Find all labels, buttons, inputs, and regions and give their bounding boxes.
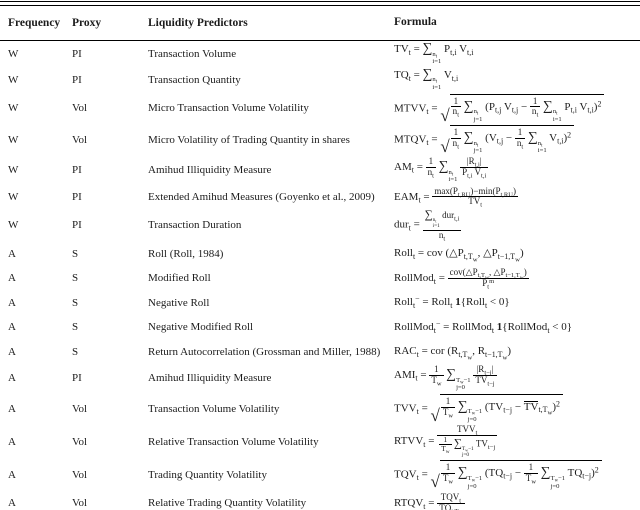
cell-proxy: Vol bbox=[72, 469, 88, 482]
cell-frequency: A bbox=[8, 345, 16, 358]
header-rule bbox=[0, 40, 640, 41]
cell-liquidity-predictor: Extended Amihud Measures (Goyenko et al.… bbox=[148, 190, 375, 203]
cell-proxy: PI bbox=[72, 47, 82, 60]
table-row: A Vol Trading Quantity Volatility TQVt =… bbox=[0, 459, 640, 491]
cell-formula: RACt = cor (Rt,Tw, Rt−1,Tw) bbox=[394, 345, 511, 362]
cell-formula: AMIt = 1 Tw ∑ Tw−1 j=0 |Rt−j| TVt−j bbox=[394, 364, 497, 392]
table-row: A S Modified Roll RollModt = cov(△Pt,Tw,… bbox=[0, 266, 640, 291]
cell-frequency: A bbox=[8, 272, 16, 285]
cell-formula: Rollt = cov (△Pt,Tw, △Pt−1,Tw) bbox=[394, 247, 524, 264]
cell-frequency: A bbox=[8, 469, 16, 482]
cell-liquidity-predictor: Amihud Illiquidity Measure bbox=[148, 164, 272, 177]
column-header-proxy: Proxy bbox=[72, 17, 102, 29]
cell-proxy: S bbox=[72, 296, 79, 309]
table-row: A Vol Transaction Volume Volatility TVVt… bbox=[0, 393, 640, 425]
cell-formula: RollModt = cov(△Pt,Tw, △Pt−1,Tw) Ptm bbox=[394, 266, 529, 291]
cell-frequency: W bbox=[8, 190, 19, 203]
cell-frequency: A bbox=[8, 402, 16, 415]
cell-proxy: S bbox=[72, 321, 79, 334]
table-row: A Vol Relative Trading Quantity Volatili… bbox=[0, 491, 640, 510]
column-header-formula: Formula bbox=[394, 16, 437, 29]
cell-frequency: A bbox=[8, 435, 16, 448]
cell-proxy: S bbox=[72, 272, 79, 285]
cell-formula: TVt = ∑ nt i=1 Pt,i Vt,i bbox=[394, 40, 474, 66]
table-row: A S Roll (Roll, 1984) Rollt = cov (△Pt,T… bbox=[0, 242, 640, 267]
cell-formula: AMt = 1 nt ∑ nt i=1 |Rt,i| Pt,i Vt,i bbox=[394, 156, 489, 184]
cell-formula: durt = ∑ nt i=1 durt,i nt bbox=[394, 209, 462, 242]
table-row: W Vol Micro Volatility of Trading Quanti… bbox=[0, 124, 640, 156]
cell-liquidity-predictor: Roll (Roll, 1984) bbox=[148, 247, 224, 260]
cell-proxy: PI bbox=[72, 219, 82, 232]
column-header-liquidity-predictors: Liquidity Predictors bbox=[148, 17, 248, 29]
cell-frequency: W bbox=[8, 219, 19, 232]
cell-proxy: PI bbox=[72, 73, 82, 86]
cell-formula: TQVt = √ 1 Tw ∑ Tw−1 j=0 (TQt−j − 1 Tw ∑ Tw−1 j… bbox=[394, 460, 640, 490]
table-row: A Vol Relative Transaction Volume Volati… bbox=[0, 424, 640, 459]
cell-proxy: Vol bbox=[72, 134, 88, 147]
cell-formula: TQt = ∑ nt i=1 Vt,i bbox=[394, 65, 459, 91]
cell-liquidity-predictor: Modified Roll bbox=[148, 272, 211, 285]
cell-formula: EAMt = max(Pt,RU)−min(Pt,RU) TVt bbox=[394, 185, 518, 209]
cell-formula: RTQVt = TQVtTQt,Tw bbox=[394, 492, 640, 510]
cell-liquidity-predictor: Return Autocorrelation (Grossman and Mil… bbox=[148, 345, 381, 358]
cell-frequency: A bbox=[8, 497, 16, 510]
cell-proxy: Vol bbox=[72, 497, 88, 510]
cell-proxy: PI bbox=[72, 372, 82, 385]
cell-formula: TVVt = √ 1 Tw ∑ Tw−1 j=0 (TVt−j − TVt,Tw)2 bbox=[394, 393, 640, 424]
cell-frequency: W bbox=[8, 47, 19, 60]
cell-liquidity-predictor: Transaction Quantity bbox=[148, 73, 241, 86]
cell-formula: MTQVt = √ 1 nt ∑ nt j=1 (Vt,j − 1 nt ∑ nt i=1 V… bbox=[394, 125, 640, 155]
table-row: A S Return Autocorrelation (Grossman and… bbox=[0, 340, 640, 365]
cell-proxy: Vol bbox=[72, 435, 88, 448]
cell-frequency: A bbox=[8, 296, 16, 309]
cell-proxy: PI bbox=[72, 164, 82, 177]
table-row: W PI Transaction Duration durt = ∑ nt i=1 … bbox=[0, 209, 640, 242]
top-double-rule bbox=[0, 1, 640, 6]
cell-frequency: W bbox=[8, 102, 19, 115]
cell-formula: Rollt− = Rollt 1{Rollt < 0} bbox=[394, 294, 510, 311]
table-body: W PI Transaction Volume TVt = ∑ nt i=1 Pt,… bbox=[0, 41, 640, 510]
cell-frequency: W bbox=[8, 164, 19, 177]
cell-liquidity-predictor: Micro Transaction Volume Volatility bbox=[148, 102, 309, 115]
cell-liquidity-predictor: Relative Transaction Volume Volatility bbox=[148, 435, 319, 448]
cell-liquidity-predictor: Transaction Volume bbox=[148, 47, 237, 60]
cell-liquidity-predictor: Micro Volatility of Trading Quantity in … bbox=[148, 134, 350, 147]
column-header-frequency: Frequency bbox=[8, 17, 61, 29]
cell-formula: RollModt− = RollModt 1{RollModt < 0} bbox=[394, 319, 572, 335]
cell-liquidity-predictor: Transaction Duration bbox=[148, 219, 242, 232]
cell-proxy: S bbox=[72, 247, 79, 260]
cell-frequency: W bbox=[8, 134, 19, 147]
cell-liquidity-predictor: Transaction Volume Volatility bbox=[148, 402, 280, 415]
table-row: W PI Transaction Quantity TQt = ∑ nt i=1 V… bbox=[0, 65, 640, 93]
table-row: W Vol Micro Transaction Volume Volatilit… bbox=[0, 93, 640, 125]
table-row: W PI Extended Amihud Measures (Goyenko e… bbox=[0, 185, 640, 210]
table-header-row: Frequency Proxy Liquidity Predictors For… bbox=[0, 6, 640, 40]
cell-liquidity-predictor: Trading Quantity Volatility bbox=[148, 469, 267, 482]
cell-liquidity-predictor: Amihud Illiquidity Measure bbox=[148, 372, 272, 385]
cell-liquidity-predictor: Relative Trading Quantity Volatility bbox=[148, 497, 307, 510]
cell-frequency: A bbox=[8, 321, 16, 334]
table-row: W PI Transaction Volume TVt = ∑ nt i=1 Pt,… bbox=[0, 41, 640, 67]
cell-liquidity-predictor: Negative Modified Roll bbox=[148, 321, 254, 334]
cell-liquidity-predictor: Negative Roll bbox=[148, 296, 210, 309]
table-row: A PI Amihud Illiquidity Measure AMIt = 1… bbox=[0, 364, 640, 393]
cell-frequency: A bbox=[8, 372, 16, 385]
cell-frequency: A bbox=[8, 247, 16, 260]
cell-proxy: PI bbox=[72, 190, 82, 203]
table-row: A S Negative Roll Rollt− = Rollt 1{Rollt… bbox=[0, 291, 640, 316]
cell-proxy: Vol bbox=[72, 402, 88, 415]
cell-formula: MTVVt = √ 1 nt ∑ nt j=1 (Pt,j Vt,j − 1 nt ∑ nt… bbox=[394, 93, 640, 123]
cell-formula: RTVVt = TVVt 1 Tw ∑ Tw−1 j=0 TVt−j bbox=[394, 424, 498, 459]
cell-proxy: S bbox=[72, 345, 79, 358]
cell-frequency: W bbox=[8, 73, 19, 86]
table-row: A S Negative Modified Roll RollModt− = R… bbox=[0, 315, 640, 340]
cell-proxy: Vol bbox=[72, 102, 88, 115]
